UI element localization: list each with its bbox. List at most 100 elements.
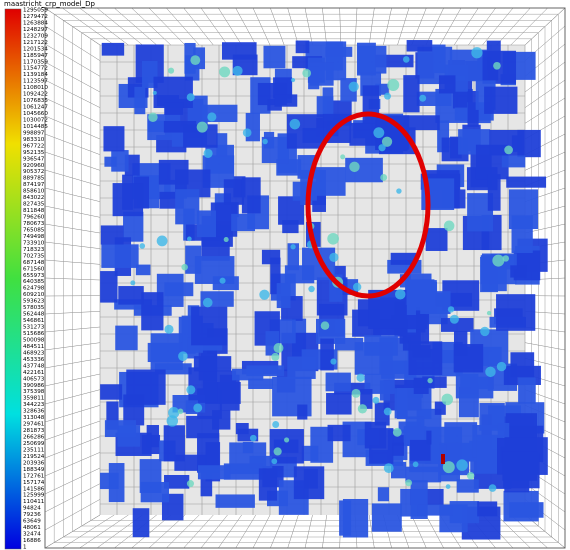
legend-label: 1076835 (23, 98, 48, 104)
hotspot (203, 298, 213, 308)
legend-label: 749498 (23, 234, 45, 240)
hotspot (274, 343, 284, 353)
legend-label: 297461 (23, 422, 45, 428)
patch (355, 342, 393, 375)
patch (417, 505, 452, 516)
patch (470, 377, 494, 389)
patch (484, 87, 517, 114)
patch (477, 501, 497, 516)
hotspot (442, 394, 454, 406)
patch (222, 42, 257, 59)
patch (457, 479, 479, 492)
patch (123, 212, 143, 242)
patch (328, 425, 351, 441)
hotspot (456, 459, 468, 471)
patch (408, 341, 442, 375)
hotspot (492, 255, 504, 267)
patch (510, 265, 526, 277)
patch (216, 494, 255, 507)
patch (259, 468, 277, 500)
legend-label: 390986 (23, 383, 45, 389)
legend-label: 94824 (23, 506, 41, 512)
patch (302, 446, 319, 461)
legend-label: 1201534 (23, 46, 48, 52)
legend-label: 266286 (23, 435, 45, 441)
patch (432, 45, 445, 74)
hotspot (358, 404, 367, 413)
hotspot (272, 421, 279, 428)
hotspot (220, 278, 226, 284)
patch (502, 451, 537, 481)
patch (297, 405, 307, 420)
hotspot (187, 480, 194, 487)
patch (231, 214, 255, 231)
legend-label: 1295059 (23, 8, 48, 14)
hotspot (504, 146, 513, 155)
patch (109, 463, 125, 502)
legend-label: 219524 (23, 454, 45, 460)
legend-label: 920960 (23, 163, 45, 169)
legend-label: 546861 (23, 318, 45, 324)
patch (111, 150, 128, 172)
hotspot (271, 458, 277, 464)
patch (191, 307, 227, 346)
hotspot (503, 255, 509, 261)
legend-label: 1061247 (23, 105, 48, 111)
patch (426, 228, 448, 251)
hotspot (380, 174, 387, 181)
hotspot (187, 237, 192, 242)
hotspot (148, 113, 157, 122)
patch (334, 319, 344, 333)
legend-label: 1014485 (23, 124, 48, 130)
legend-label: 1279472 (23, 14, 48, 20)
hotspot (489, 484, 497, 492)
patch (407, 40, 433, 51)
hotspot (168, 407, 179, 418)
hotspot (168, 68, 174, 74)
patch (141, 292, 163, 330)
legend-label: 718323 (23, 247, 45, 253)
legend-label: 344223 (23, 402, 45, 408)
patch (236, 423, 249, 434)
legend-label: 655973 (23, 273, 45, 279)
hotspot (419, 95, 426, 102)
hotspot (356, 374, 364, 382)
patch (410, 440, 431, 461)
patch (126, 370, 165, 405)
patch (296, 41, 310, 54)
patch (102, 43, 124, 56)
hotspot (130, 280, 135, 285)
legend-label: 765085 (23, 227, 45, 233)
patch (518, 377, 536, 403)
hotspot (329, 253, 338, 262)
hotspot (413, 462, 419, 468)
patch (263, 46, 285, 69)
hotspot (187, 93, 195, 101)
legend-label: 889785 (23, 176, 45, 182)
patch (316, 167, 345, 196)
legend-label: 967722 (23, 143, 44, 149)
legend-label: 453336 (23, 357, 45, 363)
patch (100, 271, 117, 303)
hotspot (193, 403, 202, 412)
legend-label: 811848 (23, 208, 45, 214)
hotspot (139, 243, 145, 249)
hotspot (387, 79, 399, 91)
hotspot (207, 112, 216, 121)
hotspot (190, 55, 200, 65)
legend-label: 79236 (23, 512, 41, 518)
patch (212, 410, 230, 430)
patch (101, 244, 138, 268)
legend-label: 1045660 (23, 111, 48, 117)
legend-label: 281873 (23, 428, 45, 434)
patch (164, 121, 196, 133)
patch (285, 265, 314, 283)
hotspot (259, 290, 269, 300)
hotspot (284, 437, 289, 442)
patch (365, 422, 386, 449)
patch (242, 177, 261, 213)
hotspot (446, 484, 451, 489)
legend-label: 125999 (23, 493, 45, 499)
hotspot (353, 283, 361, 291)
legend-label: 48061 (23, 525, 41, 531)
